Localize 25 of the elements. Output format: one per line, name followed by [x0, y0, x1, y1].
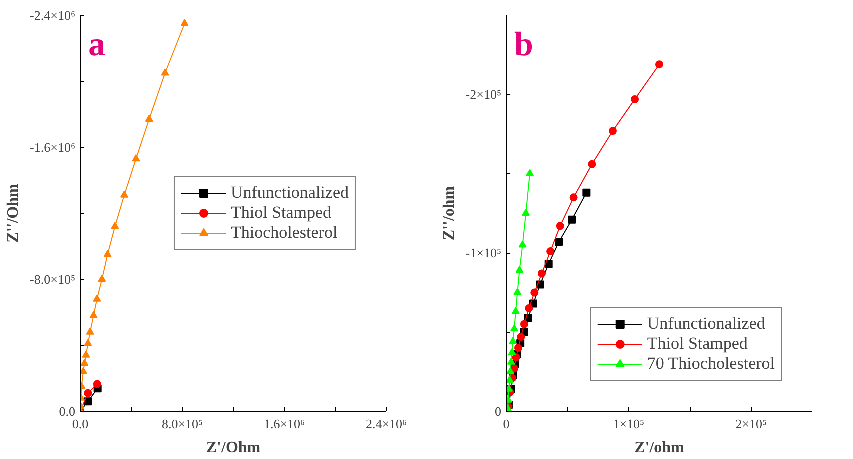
y-tick-label: 0 — [495, 404, 502, 419]
y-tick-label: 0.0 — [59, 404, 76, 419]
y-tick-label: -2.4×10⁶ — [30, 8, 76, 23]
y-tick-label: -2×10⁵ — [466, 87, 502, 102]
y-axis-title: Z''/ohm — [440, 186, 458, 241]
y-axis-title: Z''/Ohm — [5, 183, 22, 243]
y-tick-label: -1×10⁵ — [466, 246, 502, 261]
legend-label: Thiol Stamped — [230, 203, 332, 223]
annotation: a — [88, 26, 106, 64]
x-tick-label: 8.0×10⁵ — [162, 416, 204, 432]
x-tick-label: 1.6×10⁶ — [264, 416, 306, 432]
x-tick-label: 1×10⁵ — [613, 416, 645, 432]
x-tick-label: 2×10⁵ — [736, 416, 767, 432]
y-tick-label: -1.6×10⁶ — [30, 140, 76, 155]
y-tick-label: -8.0×10⁵ — [30, 272, 76, 287]
legend-label: Thiocholesterol — [230, 223, 338, 243]
legend-label: Unfunctionalized — [230, 183, 349, 203]
legend-label: Thiol Stamped — [647, 334, 748, 354]
x-axis-title: Z'/Ohm — [206, 440, 262, 456]
x-tick-label: 2.4×10⁶ — [366, 416, 408, 432]
legend-label: 70 Thiocholesterol — [647, 354, 775, 374]
annotation: b — [514, 26, 534, 64]
legend-label: Unfunctionalized — [647, 314, 766, 334]
x-tick-label: 0.0 — [72, 416, 89, 432]
x-axis-title: Z'/ohm — [634, 440, 686, 456]
